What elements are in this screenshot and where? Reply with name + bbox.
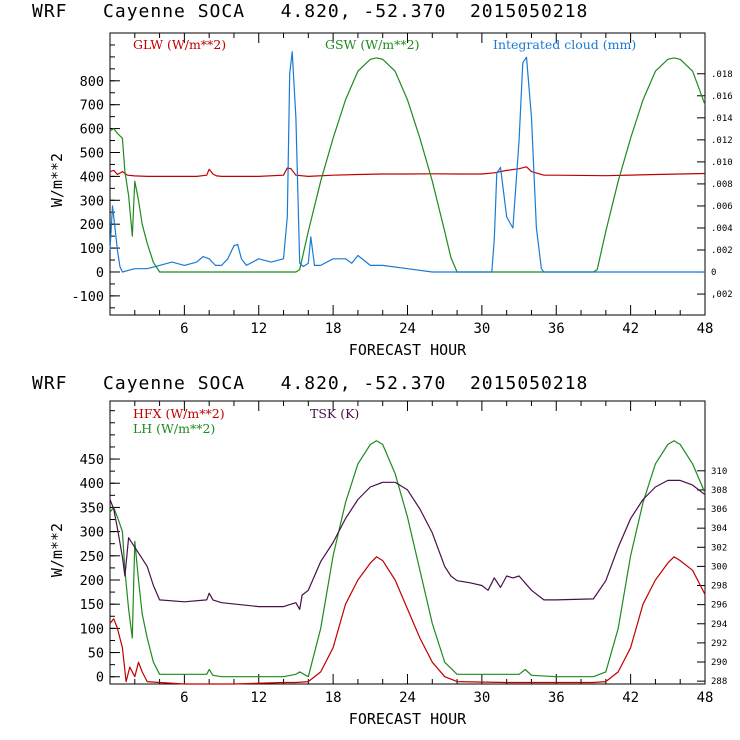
- series-line-tsk: [109, 479, 706, 611]
- series-line-glw: [109, 166, 706, 177]
- y2-tick-label: .014: [711, 114, 733, 124]
- y-tick-label: 250: [80, 549, 104, 565]
- y2-tick-label: 304: [711, 524, 727, 534]
- y2-tick-label: 290: [711, 658, 727, 668]
- series-line-hfx: [109, 556, 706, 685]
- y2-tick-label: 302: [711, 543, 727, 553]
- y-tick-label: 300: [80, 193, 104, 209]
- x-tick-label: 6: [180, 321, 188, 337]
- y2-tick-label: .004: [711, 224, 733, 234]
- chart-panel-top: 6 12 18 24 30 36 42 48 FORECAST HOUR -100 0 100 200 3…: [48, 32, 733, 359]
- y2-tick-label: 296: [711, 601, 727, 611]
- y-tick-label: 200: [80, 573, 104, 589]
- y-tick-label: 400: [80, 169, 104, 185]
- x-tick-label: 36: [548, 321, 565, 337]
- x-tick-label: 24: [399, 321, 416, 337]
- y2-tick-label: .002: [711, 246, 733, 256]
- y2-tick-label: .016: [711, 92, 733, 102]
- x-tick-label: 48: [697, 690, 714, 706]
- y-tick-label: 0: [96, 670, 104, 686]
- y2-tick-label: .012: [711, 136, 733, 146]
- x-tick-label: 42: [622, 321, 639, 337]
- x-tick-label: 12: [250, 690, 267, 706]
- y-tick-label: 350: [80, 500, 104, 516]
- y2-tick-label: ,002: [711, 290, 733, 300]
- x-tick-label: 18: [325, 690, 342, 706]
- x-tick-label: 42: [622, 690, 639, 706]
- y-tick-label: 800: [80, 74, 104, 90]
- chart-title-bottom: WRF Cayenne SOCA 4.820, -52.370 20150502…: [32, 373, 589, 394]
- y-axis-label: W/m**2: [48, 153, 66, 207]
- legend-hfx: HFX (W/m**2): [133, 406, 225, 421]
- x-tick-label: 36: [548, 690, 565, 706]
- series-line-gsw: [109, 57, 706, 273]
- y-tick-label: 600: [80, 122, 104, 138]
- y2-tick-label: 310: [711, 467, 727, 477]
- x-tick-label: 30: [473, 690, 490, 706]
- legend-lh: LH (W/m**2): [133, 421, 215, 436]
- y-tick-label: 450: [80, 452, 104, 468]
- x-tick-label: 48: [697, 321, 714, 337]
- y2-tick-label: .008: [711, 180, 733, 190]
- y2-tick-label: .010: [711, 158, 733, 168]
- y-tick-label: 100: [80, 621, 104, 637]
- legend-tsk: TSK (K): [310, 406, 359, 421]
- y-tick-label: 700: [80, 98, 104, 114]
- x-axis-label: FORECAST HOUR: [349, 710, 467, 728]
- legend-gsw: GSW (W/m**2): [325, 37, 420, 52]
- y2-tick-label: 300: [711, 562, 727, 572]
- chart-title-top: WRF Cayenne SOCA 4.820, -52.370 20150502…: [32, 1, 589, 22]
- y2-tick-label: 292: [711, 639, 727, 649]
- y-tick-label: -100: [71, 289, 104, 305]
- plot-frame: [109, 400, 706, 685]
- y-tick-label: 300: [80, 525, 104, 541]
- series-line-lh: [109, 440, 706, 678]
- x-tick-label: 24: [399, 690, 416, 706]
- x-tick-label: 30: [473, 321, 490, 337]
- y2-tick-label: 306: [711, 505, 727, 515]
- y-tick-label: 400: [80, 476, 104, 492]
- y2-tick-label: 288: [711, 677, 727, 687]
- y-tick-label: 100: [80, 241, 104, 257]
- y2-tick-label: 308: [711, 486, 727, 496]
- y-axis-label: W/m**2: [48, 523, 66, 577]
- y2-tick-label: 0: [711, 268, 716, 278]
- legend-integrated-cloud: Integrated cloud (mm): [493, 37, 636, 52]
- x-tick-label: 6: [180, 690, 188, 706]
- x-tick-label: 18: [325, 321, 342, 337]
- y2-tick-label: .018: [711, 70, 733, 80]
- y2-tick-label: 294: [711, 620, 727, 630]
- x-axis-label: FORECAST HOUR: [349, 341, 467, 359]
- y-tick-label: 150: [80, 597, 104, 613]
- x-tick-label: 12: [250, 321, 267, 337]
- y2-tick-label: .006: [711, 202, 733, 212]
- y-tick-label: 200: [80, 217, 104, 233]
- legend-glw: GLW (W/m**2): [133, 37, 226, 52]
- y-tick-label: 50: [88, 646, 104, 662]
- y2-tick-label: 298: [711, 582, 727, 592]
- series-line-integrated: [109, 51, 705, 273]
- y-tick-label: 500: [80, 145, 104, 161]
- chart-panel-bottom: 6 12 18 24 30 36 42 48 FORECAST HOUR 0 50 100 150 200…: [48, 400, 727, 728]
- y-tick-label: 0: [96, 265, 104, 281]
